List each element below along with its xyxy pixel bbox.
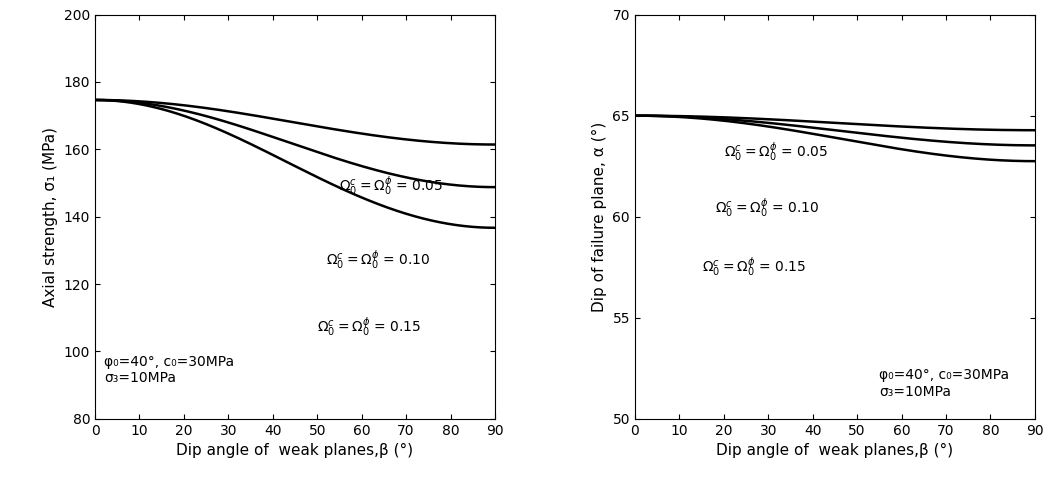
X-axis label: Dip angle of  weak planes,β (°): Dip angle of weak planes,β (°) xyxy=(176,443,414,458)
Text: $\Omega_0^c=\Omega_0^\phi$ = 0.10: $\Omega_0^c=\Omega_0^\phi$ = 0.10 xyxy=(326,249,431,272)
Y-axis label: Dip of failure plane, α (°): Dip of failure plane, α (°) xyxy=(592,122,607,312)
Text: $\Omega_0^c=\Omega_0^\phi$ = 0.05: $\Omega_0^c=\Omega_0^\phi$ = 0.05 xyxy=(723,140,828,164)
X-axis label: Dip angle of  weak planes,β (°): Dip angle of weak planes,β (°) xyxy=(716,443,954,458)
Text: φ₀=40°, c₀=30MPa
σ₃=10MPa: φ₀=40°, c₀=30MPa σ₃=10MPa xyxy=(880,368,1010,398)
Text: $\Omega_0^c=\Omega_0^\phi$ = 0.15: $\Omega_0^c=\Omega_0^\phi$ = 0.15 xyxy=(317,316,421,339)
Text: $\Omega_0^c=\Omega_0^\phi$ = 0.05: $\Omega_0^c=\Omega_0^\phi$ = 0.05 xyxy=(339,175,444,198)
Text: φ₀=40°, c₀=30MPa
σ₃=10MPa: φ₀=40°, c₀=30MPa σ₃=10MPa xyxy=(103,355,234,385)
Text: $\Omega_0^c=\Omega_0^\phi$ = 0.10: $\Omega_0^c=\Omega_0^\phi$ = 0.10 xyxy=(715,197,819,220)
Text: $\Omega_0^c=\Omega_0^\phi$ = 0.15: $\Omega_0^c=\Omega_0^\phi$ = 0.15 xyxy=(701,256,806,279)
Y-axis label: Axial strength, σ₁ (MPa): Axial strength, σ₁ (MPa) xyxy=(43,127,58,307)
